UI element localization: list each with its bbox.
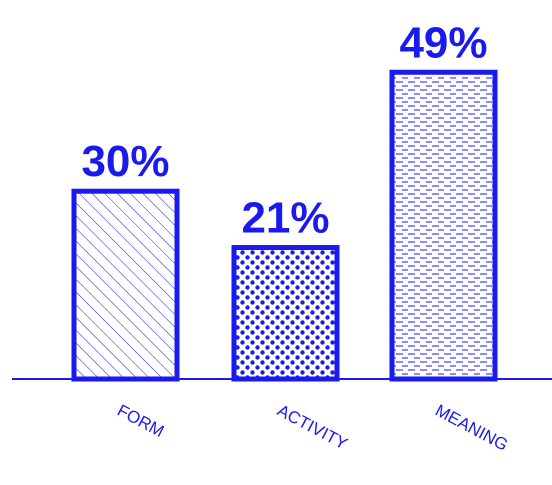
bar-form	[71, 188, 180, 382]
category-label-activity: ACTIVITY	[274, 401, 350, 454]
bar-activity	[231, 245, 340, 382]
value-label-activity: 21%	[241, 194, 329, 243]
category-label-meaning: MEANING	[432, 401, 511, 455]
bars-layer	[71, 69, 498, 382]
bar-meaning	[389, 69, 498, 382]
category-label-form: FORM	[114, 401, 167, 441]
value-label-form: 30%	[81, 137, 169, 186]
value-label-meaning: 49%	[399, 18, 487, 67]
